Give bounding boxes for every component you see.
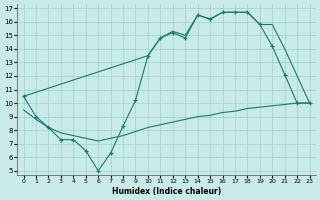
- X-axis label: Humidex (Indice chaleur): Humidex (Indice chaleur): [112, 187, 221, 196]
